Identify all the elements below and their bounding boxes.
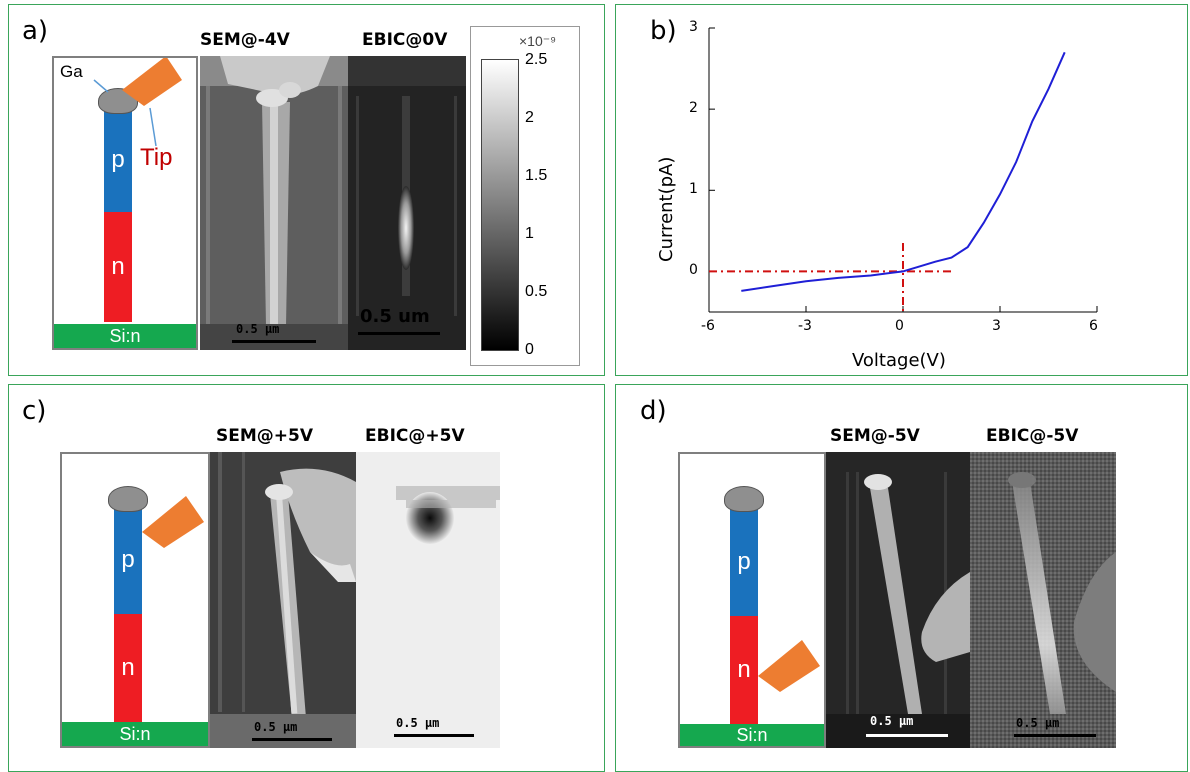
n-region: n xyxy=(114,614,142,722)
colorbar-tick: 1 xyxy=(525,225,534,242)
substrate: Si:n xyxy=(62,722,208,746)
sem-image-c: 0.5 μm xyxy=(210,452,356,748)
ebic-scale-label-c: 0.5 μm xyxy=(396,716,440,730)
tip-icon xyxy=(758,640,820,692)
tip-icon xyxy=(142,496,204,548)
colorbar: ×10⁻⁹ 2.5 2 1.5 1 0.5 0 xyxy=(470,26,580,366)
panel-b xyxy=(615,4,1188,376)
p-region: p xyxy=(730,508,758,616)
colorbar-exponent: ×10⁻⁹ xyxy=(519,33,557,49)
ebic-scale-label-a: 0.5 um xyxy=(360,306,430,327)
substrate: Si:n xyxy=(54,324,196,348)
ebic-image-c: 0.5 μm xyxy=(356,452,500,748)
ga-droplet xyxy=(108,486,148,512)
p-region: p xyxy=(114,506,142,614)
ebic-scalebar-c xyxy=(394,734,474,737)
colorbar-tick: 0 xyxy=(525,341,534,358)
panel-c-label: c) xyxy=(22,396,47,426)
ebic-image-a: 0.5 um xyxy=(348,56,466,350)
x-axis-label: Voltage(V) xyxy=(852,350,946,371)
schematic-c: p n Si:n xyxy=(60,452,210,748)
panel-a-label: a) xyxy=(22,16,49,46)
sem-title-c: SEM@+5V xyxy=(216,426,314,446)
n-region: n xyxy=(730,616,758,724)
p-region: p xyxy=(104,108,132,212)
x-tick-label: 0 xyxy=(895,318,904,334)
colorbar-tick: 2 xyxy=(525,109,534,126)
ebic-scalebar-d xyxy=(1014,734,1096,737)
ga-label: Ga xyxy=(60,62,83,81)
ebic-title-d: EBIC@-5V xyxy=(986,426,1079,446)
tip-label: Tip xyxy=(140,144,173,171)
y-tick-label: 3 xyxy=(689,19,698,35)
sem-image-d: 0.5 μm xyxy=(826,452,970,748)
x-tick-label: 3 xyxy=(992,318,1001,334)
sem-title-a: SEM@-4V xyxy=(200,30,290,50)
n-region: n xyxy=(104,212,132,322)
substrate: Si:n xyxy=(680,724,824,746)
sem-scale-label-d: 0.5 μm xyxy=(870,714,914,728)
ebic-image-d: 0.5 μm xyxy=(970,452,1116,748)
sem-scalebar-c xyxy=(252,738,332,741)
sem-title-d: SEM@-5V xyxy=(830,426,920,446)
panel-b-label: b) xyxy=(650,16,677,46)
y-tick-label: 1 xyxy=(689,181,698,198)
colorbar-tick: 0.5 xyxy=(525,283,548,300)
colorbar-tick: 2.5 xyxy=(525,51,548,68)
y-tick-label: 2 xyxy=(689,100,698,117)
y-axis-label: Current(pA) xyxy=(656,156,677,262)
ebic-title-a: EBIC@0V xyxy=(362,30,448,50)
x-tick-label: -3 xyxy=(798,318,812,334)
iv-curve-series xyxy=(741,51,1066,292)
sem-scale-label-a: 0.5 μm xyxy=(236,322,280,336)
panel-a xyxy=(8,4,605,376)
sem-scalebar-d xyxy=(866,734,948,737)
x-tick-label: -6 xyxy=(701,318,715,334)
schematic-d: p n Si:n xyxy=(678,452,826,748)
colorbar-gradient xyxy=(481,59,519,351)
panel-d-label: d) xyxy=(640,396,667,426)
tip-icon xyxy=(93,58,182,147)
sem-scale-label-c: 0.5 μm xyxy=(254,720,298,734)
ebic-title-c: EBIC@+5V xyxy=(365,426,465,446)
ga-droplet xyxy=(724,486,764,512)
iv-chart xyxy=(708,27,1098,313)
ebic-scale-label-d: 0.5 μm xyxy=(1016,716,1060,730)
ebic-scalebar-a xyxy=(358,332,440,335)
sem-image-a: 0.5 μm xyxy=(200,56,348,350)
schematic-a: p n Si:n Ga Tip xyxy=(52,56,198,350)
x-tick-label: 6 xyxy=(1089,318,1098,334)
colorbar-tick: 1.5 xyxy=(525,167,548,184)
sem-scalebar-a xyxy=(232,340,316,343)
y-tick-label: 0 xyxy=(689,262,698,279)
